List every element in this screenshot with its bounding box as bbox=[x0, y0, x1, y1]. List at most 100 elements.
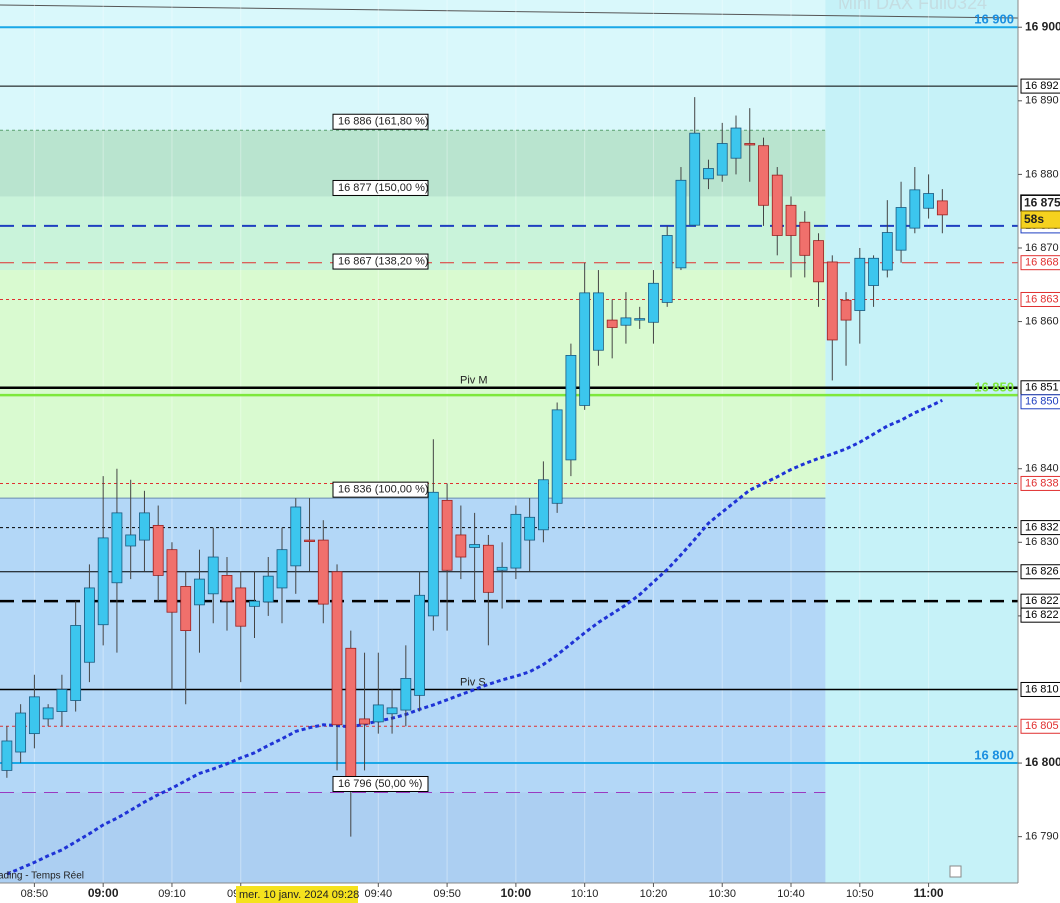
candle-body bbox=[180, 586, 192, 632]
fibo-zone bbox=[0, 270, 826, 499]
price-tag-label: 16 868 bbox=[1025, 257, 1059, 269]
candle-body bbox=[455, 534, 467, 558]
candle-body bbox=[70, 625, 82, 701]
moving-average bbox=[6, 398, 943, 876]
price-tag bbox=[1020, 394, 1060, 410]
candle-body bbox=[290, 506, 302, 567]
candle-body bbox=[936, 200, 948, 216]
fibo-zone bbox=[0, 498, 826, 793]
candle-body bbox=[331, 571, 343, 726]
candle-body bbox=[703, 168, 714, 180]
candle-body bbox=[730, 127, 742, 159]
feed-label: ading - Temps Réel bbox=[0, 871, 84, 882]
candle-body bbox=[304, 539, 315, 543]
x-tick-label: 11:00 bbox=[914, 886, 944, 900]
price-tag bbox=[1020, 681, 1060, 697]
pivot-label: Piv M bbox=[460, 375, 488, 387]
price-tag-label: 16 851 bbox=[1025, 382, 1059, 394]
candle-body bbox=[15, 712, 27, 753]
x-tick-label: 10:50 bbox=[846, 888, 874, 900]
price-tag bbox=[1020, 78, 1060, 94]
fibo-label-box bbox=[332, 179, 429, 196]
x-tick-label: 09:50 bbox=[433, 888, 461, 900]
fibo-label-box bbox=[332, 253, 429, 270]
price-tag-label: 16 805 bbox=[1025, 720, 1059, 732]
price-tag bbox=[1020, 564, 1060, 580]
candle-body bbox=[469, 544, 481, 548]
candle-body bbox=[840, 299, 852, 321]
candle-body bbox=[881, 232, 893, 271]
candle-body bbox=[276, 549, 288, 589]
x-tick-label: 10:30 bbox=[708, 888, 736, 900]
title: Mini DAX Full0324 bbox=[838, 0, 987, 13]
current-price-label: 16 875 bbox=[1024, 195, 1060, 209]
x-tick-label: 09:40 bbox=[365, 888, 393, 900]
candle-body bbox=[648, 282, 659, 323]
fibo-label-box bbox=[332, 775, 429, 792]
candle-body bbox=[854, 257, 866, 311]
price-tag bbox=[1020, 255, 1060, 271]
candle-body bbox=[496, 566, 508, 571]
candle-body bbox=[689, 132, 701, 226]
candle-body bbox=[194, 578, 205, 606]
x-tick-label: 10:20 bbox=[640, 888, 668, 900]
y-tick-label: 16 800 bbox=[1025, 755, 1060, 769]
price-tag-label: 16 892 bbox=[1025, 80, 1059, 92]
candle-body bbox=[579, 292, 591, 406]
y-tick-label: 16 890 bbox=[1025, 95, 1059, 107]
x-tick-label: 10:10 bbox=[571, 888, 599, 900]
candle-body bbox=[744, 143, 756, 146]
candle-body bbox=[42, 707, 54, 720]
candle-body bbox=[785, 204, 797, 236]
level-label: 16 850 bbox=[974, 380, 1014, 395]
candle-body bbox=[235, 587, 247, 627]
candle-body bbox=[551, 409, 563, 504]
x-tick-label: 10:00 bbox=[501, 886, 532, 900]
price-tag bbox=[1020, 520, 1060, 536]
candle-body bbox=[372, 704, 384, 723]
candle-body bbox=[111, 512, 123, 584]
price-tag bbox=[1020, 607, 1060, 623]
fibo-label-box bbox=[332, 113, 429, 130]
y-tick-label: 16 900 bbox=[1025, 19, 1060, 33]
right-axis-bg bbox=[1018, 0, 1060, 903]
candle-body bbox=[166, 549, 178, 613]
candle-body bbox=[813, 240, 824, 283]
y-tick-label: 16 870 bbox=[1025, 242, 1059, 254]
candle-body bbox=[28, 696, 40, 735]
price-tag bbox=[1020, 475, 1060, 491]
candle-body bbox=[152, 524, 164, 576]
candle-body bbox=[606, 319, 618, 328]
candle-body bbox=[565, 355, 577, 461]
candle-body bbox=[716, 143, 728, 176]
price-tag-label: 16 822 bbox=[1025, 595, 1059, 607]
candle-body bbox=[799, 221, 811, 256]
candle-body bbox=[139, 512, 150, 541]
y-tick-label: 16 880 bbox=[1025, 168, 1059, 180]
pivot-label: Piv S bbox=[460, 676, 486, 688]
fibo-label: 16 886 (161,80 %) bbox=[338, 116, 429, 128]
fibo-label: 16 867 (138,20 %) bbox=[338, 255, 429, 267]
candle-body bbox=[524, 516, 536, 541]
candle-body bbox=[826, 261, 838, 341]
price-tag bbox=[1020, 291, 1060, 307]
price-tag-label: 16 863 bbox=[1025, 293, 1059, 305]
candle-body bbox=[249, 600, 260, 607]
candle-body bbox=[414, 594, 425, 696]
y-tick-label: 16 830 bbox=[1025, 536, 1059, 548]
price-tag-label: 16 850 bbox=[1025, 396, 1059, 408]
x-tick-label: 08:50 bbox=[21, 888, 49, 900]
future-area bbox=[825, 0, 1018, 883]
candle-body bbox=[262, 575, 274, 603]
candle-body bbox=[345, 647, 357, 781]
candle-body bbox=[441, 499, 453, 571]
y-tick-label: 16 860 bbox=[1025, 315, 1059, 327]
date-tag bbox=[236, 886, 358, 903]
candle-body bbox=[868, 257, 879, 286]
price-tag-label: 16 822 bbox=[1025, 609, 1059, 621]
candle-body bbox=[1, 740, 13, 771]
price-tag bbox=[1020, 718, 1060, 734]
candle-body bbox=[537, 479, 549, 531]
candle-body bbox=[317, 539, 329, 605]
trend-line bbox=[0, 4, 1019, 19]
